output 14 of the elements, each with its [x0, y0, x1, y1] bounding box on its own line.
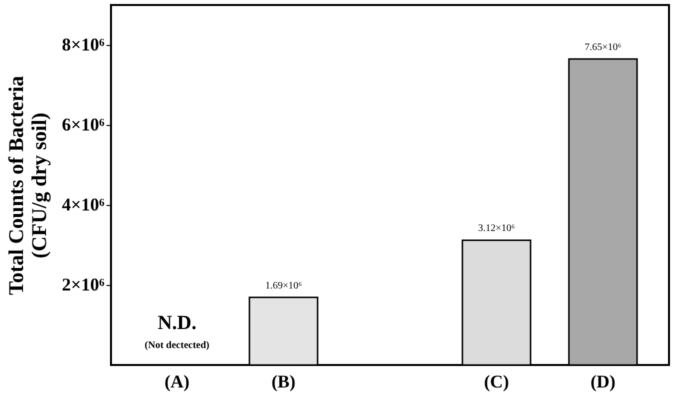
x-tick-label: (A) — [164, 372, 190, 392]
x-tick-label: (C) — [484, 372, 509, 392]
y-tick-label: 6×10⁶ — [62, 114, 106, 134]
x-tick-label: (D) — [590, 372, 616, 392]
y-tick-label: 4×10⁶ — [62, 194, 106, 214]
y-axis-title: Total Counts of Bacteria (CFU/g dry soil) — [4, 75, 51, 296]
x-tick-label: (B) — [272, 372, 296, 392]
annotation: (Not dectected) — [144, 340, 210, 351]
y-tick-label: 8×10⁶ — [62, 34, 106, 54]
annotation: N.D. — [158, 312, 196, 334]
y-tick-label: 2×10⁶ — [62, 274, 106, 294]
data-label: 7.65×10⁶ — [584, 42, 622, 53]
data-label: 3.12×10⁶ — [478, 223, 516, 234]
data-label: 1.69×10⁶ — [265, 280, 302, 292]
